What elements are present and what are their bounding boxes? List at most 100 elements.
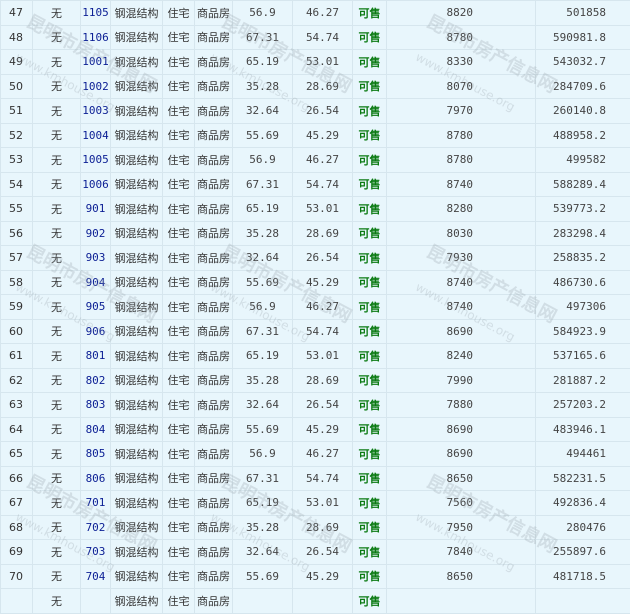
total-price-cell: 284709.6 — [536, 74, 630, 99]
floor-area-cell: 55.69 — [233, 270, 293, 295]
property-type-cell: 商品房 — [195, 172, 233, 197]
room-number-cell[interactable]: 703 — [81, 540, 111, 565]
inner-area-cell: 45.29 — [293, 270, 353, 295]
sale-status-cell: 可售 — [353, 344, 387, 369]
property-type-cell: 商品房 — [195, 74, 233, 99]
structure-cell: 钢混结构 — [111, 1, 163, 26]
room-number-cell[interactable]: 904 — [81, 270, 111, 295]
mortgage-cell: 无 — [33, 515, 81, 540]
table-row: 无钢混结构住宅商品房可售 — [1, 589, 630, 614]
property-type-cell: 商品房 — [195, 270, 233, 295]
floor-area-cell: 56.9 — [233, 1, 293, 26]
inner-area-cell: 45.29 — [293, 564, 353, 589]
mortgage-cell: 无 — [33, 50, 81, 75]
room-number-cell[interactable]: 1006 — [81, 172, 111, 197]
property-type-cell: 商品房 — [195, 148, 233, 173]
room-number-cell[interactable]: 906 — [81, 319, 111, 344]
floor-area-cell: 65.19 — [233, 197, 293, 222]
room-number-cell[interactable]: 1003 — [81, 99, 111, 124]
floor-area-cell: 56.9 — [233, 148, 293, 173]
inner-area-cell: 45.29 — [293, 417, 353, 442]
floor-area-cell: 55.69 — [233, 564, 293, 589]
usage-cell: 住宅 — [163, 442, 195, 467]
room-number-cell[interactable]: 1005 — [81, 148, 111, 173]
property-type-cell: 商品房 — [195, 417, 233, 442]
inner-area-cell: 26.54 — [293, 393, 353, 418]
room-number-cell[interactable]: 804 — [81, 417, 111, 442]
row-number-cell: 55 — [1, 197, 33, 222]
unit-price-cell: 8740 — [387, 295, 536, 320]
room-number-cell[interactable]: 1004 — [81, 123, 111, 148]
room-number-cell[interactable]: 1001 — [81, 50, 111, 75]
mortgage-cell: 无 — [33, 417, 81, 442]
row-number-cell: 50 — [1, 74, 33, 99]
structure-cell: 钢混结构 — [111, 50, 163, 75]
structure-cell: 钢混结构 — [111, 442, 163, 467]
room-number-cell[interactable]: 901 — [81, 197, 111, 222]
usage-cell: 住宅 — [163, 270, 195, 295]
total-price-cell: 494461 — [536, 442, 630, 467]
property-type-cell: 商品房 — [195, 589, 233, 614]
sale-status-cell: 可售 — [353, 25, 387, 50]
room-number-cell[interactable]: 903 — [81, 246, 111, 271]
room-number-cell[interactable]: 802 — [81, 368, 111, 393]
unit-price-cell: 7880 — [387, 393, 536, 418]
floor-area-cell: 32.64 — [233, 540, 293, 565]
room-number-cell[interactable]: 805 — [81, 442, 111, 467]
room-number-cell[interactable]: 905 — [81, 295, 111, 320]
property-type-cell: 商品房 — [195, 1, 233, 26]
floor-area-cell: 56.9 — [233, 295, 293, 320]
room-number-cell[interactable]: 701 — [81, 491, 111, 516]
property-type-cell: 商品房 — [195, 197, 233, 222]
mortgage-cell: 无 — [33, 466, 81, 491]
inner-area-cell: 26.54 — [293, 99, 353, 124]
row-number-cell: 63 — [1, 393, 33, 418]
room-number-cell[interactable]: 702 — [81, 515, 111, 540]
mortgage-cell: 无 — [33, 270, 81, 295]
unit-price-cell — [387, 589, 536, 614]
structure-cell: 钢混结构 — [111, 148, 163, 173]
row-number-cell: 52 — [1, 123, 33, 148]
sale-status-cell: 可售 — [353, 564, 387, 589]
property-type-cell: 商品房 — [195, 50, 233, 75]
usage-cell: 住宅 — [163, 466, 195, 491]
sale-status-cell: 可售 — [353, 99, 387, 124]
room-number-cell[interactable]: 803 — [81, 393, 111, 418]
row-number-cell — [1, 589, 33, 614]
inner-area-cell: 46.27 — [293, 442, 353, 467]
room-number-cell[interactable] — [81, 589, 111, 614]
inner-area-cell: 26.54 — [293, 540, 353, 565]
floor-area-cell: 35.28 — [233, 74, 293, 99]
property-type-cell: 商品房 — [195, 442, 233, 467]
row-number-cell: 51 — [1, 99, 33, 124]
room-number-cell[interactable]: 801 — [81, 344, 111, 369]
usage-cell: 住宅 — [163, 417, 195, 442]
room-number-cell[interactable]: 806 — [81, 466, 111, 491]
room-number-cell[interactable]: 704 — [81, 564, 111, 589]
room-number-cell[interactable]: 1105 — [81, 1, 111, 26]
room-number-cell[interactable]: 1002 — [81, 74, 111, 99]
inner-area-cell: 28.69 — [293, 74, 353, 99]
room-number-cell[interactable]: 1106 — [81, 25, 111, 50]
room-number-cell[interactable]: 902 — [81, 221, 111, 246]
sale-status-cell: 可售 — [353, 148, 387, 173]
total-price-cell: 588289.4 — [536, 172, 630, 197]
unit-price-cell: 7560 — [387, 491, 536, 516]
structure-cell: 钢混结构 — [111, 123, 163, 148]
structure-cell: 钢混结构 — [111, 74, 163, 99]
row-number-cell: 60 — [1, 319, 33, 344]
total-price-cell: 258835.2 — [536, 246, 630, 271]
row-number-cell: 69 — [1, 540, 33, 565]
row-number-cell: 65 — [1, 442, 33, 467]
